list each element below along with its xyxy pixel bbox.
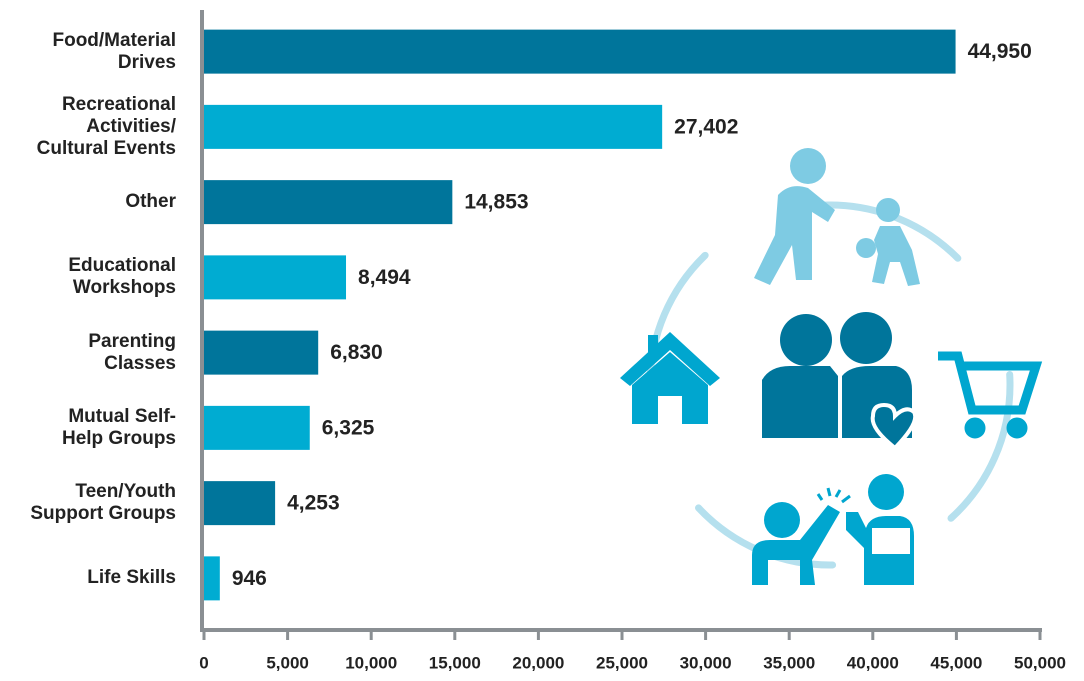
category-label: Mutual Self- Help Groups (0, 406, 176, 450)
value-label: 27,402 (674, 115, 738, 138)
value-label: 44,950 (968, 40, 1032, 63)
x-tick-label: 35,000 (763, 653, 815, 672)
illustration (620, 148, 1036, 585)
value-label: 14,853 (464, 191, 528, 214)
category-label: Parenting Classes (0, 331, 176, 375)
value-label: 6,325 (322, 416, 375, 439)
value-label: 946 (232, 567, 267, 590)
x-tick-label: 5,000 (266, 653, 309, 672)
x-tick-label: 20,000 (512, 653, 564, 672)
category-label: Other (0, 191, 176, 213)
x-tick-label: 10,000 (345, 653, 397, 672)
category-label: Recreational Activities/ Cultural Events (0, 94, 176, 160)
value-label: 4,253 (287, 492, 340, 515)
bar (204, 105, 662, 149)
x-tick-label: 45,000 (930, 653, 982, 672)
bar (204, 556, 220, 600)
bar (204, 406, 310, 450)
value-label: 8,494 (358, 266, 411, 289)
x-tick-label: 15,000 (429, 653, 481, 672)
x-tick-label: 40,000 (847, 653, 899, 672)
category-label: Teen/Youth Support Groups (0, 481, 176, 525)
play-icon (754, 148, 920, 286)
bar (204, 180, 452, 224)
category-label: Food/Material Drives (0, 30, 176, 74)
category-label: Educational Workshops (0, 255, 176, 299)
house-icon (620, 332, 720, 424)
bar (204, 255, 346, 299)
value-label: 6,830 (330, 341, 383, 364)
bar (204, 481, 275, 525)
bar (204, 331, 318, 375)
x-tick-label: 25,000 (596, 653, 648, 672)
x-tick-label: 30,000 (680, 653, 732, 672)
x-tick-label: 0 (199, 653, 208, 672)
x-tick-label: 50,000 (1014, 653, 1066, 672)
page: 0 5,000 10,000 15,000 20,000 25,000 30,000 35,0… (0, 0, 1084, 681)
category-label: Life Skills (0, 567, 176, 589)
family-icon (762, 312, 915, 448)
bar (204, 30, 956, 74)
cart-icon (938, 356, 1036, 434)
